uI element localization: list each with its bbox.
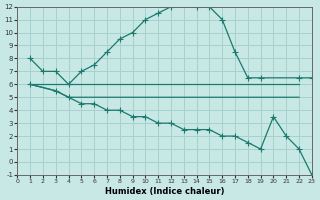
X-axis label: Humidex (Indice chaleur): Humidex (Indice chaleur) (105, 187, 224, 196)
